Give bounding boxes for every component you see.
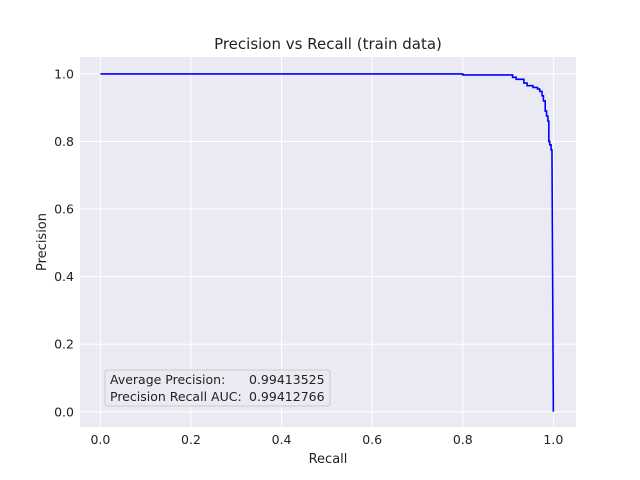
x-tick-label: 0.8 [453, 432, 473, 447]
y-tick-label: 0.4 [54, 269, 74, 284]
legend: Average Precision: 0.99413525 Precision … [104, 369, 331, 407]
x-tick-label: 1.0 [543, 432, 563, 447]
x-tick-label: 0.4 [272, 432, 292, 447]
legend-box [104, 369, 331, 407]
legend-auc-value: 0.99412766 [249, 389, 325, 404]
y-tick-label: 0.2 [54, 337, 74, 352]
plot-area [80, 57, 576, 427]
y-tick-label: 0.8 [54, 134, 74, 149]
legend-average-precision-label: Average Precision: [110, 372, 225, 387]
x-tick-label: 0.2 [181, 432, 201, 447]
x-axis-label: Recall [309, 452, 348, 467]
y-tick-label: 1.0 [54, 66, 74, 81]
y-tick-label: 0.0 [54, 404, 74, 419]
chart-title: Precision vs Recall (train data) [214, 35, 442, 53]
series-layer [100, 73, 555, 412]
pr-curve-line [100, 73, 555, 412]
y-tick-label: 0.6 [54, 202, 74, 217]
legend-average-precision-value: 0.99413525 [249, 372, 325, 387]
legend-auc-label: Precision Recall AUC: [110, 389, 242, 404]
x-tick-label: 0.6 [362, 432, 382, 447]
y-axis-label: Precision [35, 213, 50, 271]
grid [80, 57, 576, 427]
ticks: 0.0 0.2 0.4 0.6 0.8 1.0 0.0 0.2 0.4 0.6 0.8 1.0 [54, 66, 563, 447]
x-tick-label: 0.0 [90, 432, 110, 447]
